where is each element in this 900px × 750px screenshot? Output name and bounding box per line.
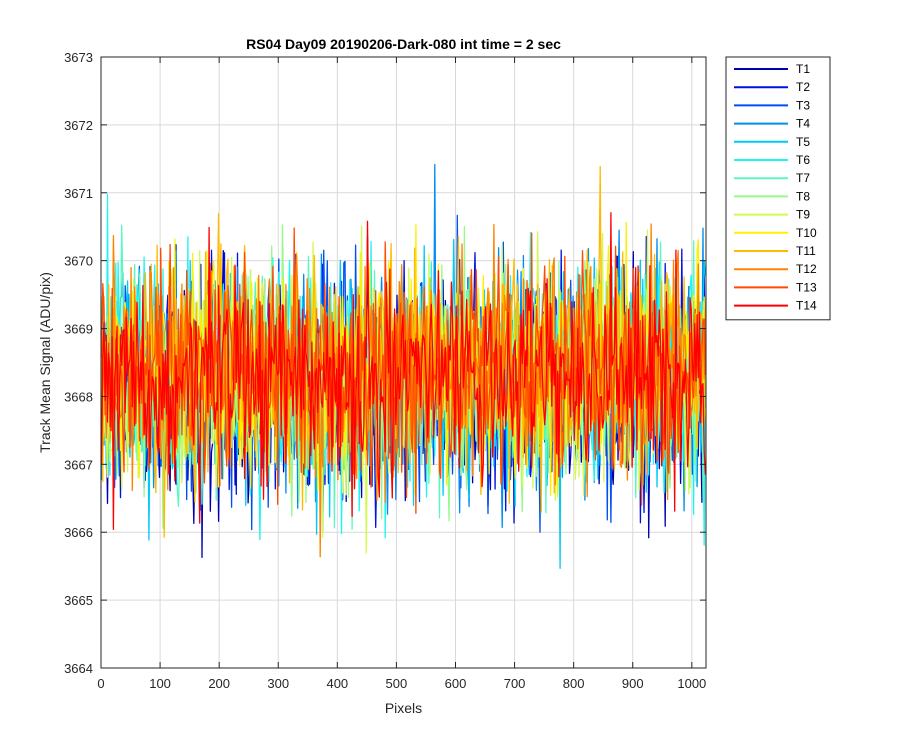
x-tick-label: 300 bbox=[267, 676, 289, 691]
plot-frame bbox=[100, 56, 707, 669]
chart-title: RS04 Day09 20190206-Dark-080 int time = … bbox=[246, 36, 561, 52]
legend-entry-t4: T4 bbox=[796, 117, 810, 131]
legend-entry-t1: T1 bbox=[796, 62, 810, 76]
legend-entry-t12: T12 bbox=[796, 262, 817, 276]
legend-entry-t7: T7 bbox=[796, 171, 810, 185]
y-tick-label: 3667 bbox=[64, 457, 93, 472]
x-tick-label: 0 bbox=[97, 676, 104, 691]
series-line-t14 bbox=[100, 212, 707, 531]
legend-entry-t3: T3 bbox=[796, 98, 810, 112]
legend-entry-t9: T9 bbox=[796, 208, 810, 222]
legend-entry-t2: T2 bbox=[796, 80, 810, 94]
x-tick-label: 500 bbox=[386, 676, 408, 691]
legend: T1 T2 T3 T4 T5 T6 T7 T8 T9 T10 T11 T12 T13 T14 bbox=[725, 56, 831, 321]
y-tick-label: 3666 bbox=[64, 525, 93, 540]
series-layer bbox=[100, 163, 707, 569]
x-axis-label: Pixels bbox=[385, 700, 422, 716]
y-tick-label: 3670 bbox=[64, 254, 93, 269]
y-tick-label: 3669 bbox=[64, 322, 93, 337]
y-tick-label: 3664 bbox=[64, 661, 93, 676]
x-tick-label: 1000 bbox=[677, 676, 706, 691]
legend-entry-t6: T6 bbox=[796, 153, 810, 167]
axis-ticks: 0 100 200 300 400 500 600 700 800 900 1000 3664 3665… bbox=[64, 50, 706, 691]
legend-entry-t8: T8 bbox=[796, 189, 810, 203]
x-tick-label: 400 bbox=[326, 676, 348, 691]
x-tick-label: 200 bbox=[208, 676, 230, 691]
legend-entry-t11: T11 bbox=[796, 244, 816, 258]
y-tick-label: 3668 bbox=[64, 389, 93, 404]
legend-box bbox=[725, 56, 831, 321]
y-tick-label: 3665 bbox=[64, 593, 93, 608]
y-tick-label: 3673 bbox=[64, 50, 93, 65]
x-tick-label: 800 bbox=[563, 676, 585, 691]
y-axis-label: Track Mean Signal (ADU/pix) bbox=[37, 272, 53, 453]
y-tick-label: 3671 bbox=[64, 186, 93, 201]
legend-entry-t10: T10 bbox=[796, 226, 817, 240]
legend-entry-t13: T13 bbox=[796, 280, 817, 294]
x-tick-label: 700 bbox=[504, 676, 526, 691]
legend-entry-t5: T5 bbox=[796, 135, 810, 149]
x-tick-label: 600 bbox=[445, 676, 467, 691]
x-tick-label: 100 bbox=[149, 676, 171, 691]
y-tick-label: 3672 bbox=[64, 118, 93, 133]
x-tick-label: 900 bbox=[622, 676, 644, 691]
legend-entry-t14: T14 bbox=[796, 299, 817, 313]
